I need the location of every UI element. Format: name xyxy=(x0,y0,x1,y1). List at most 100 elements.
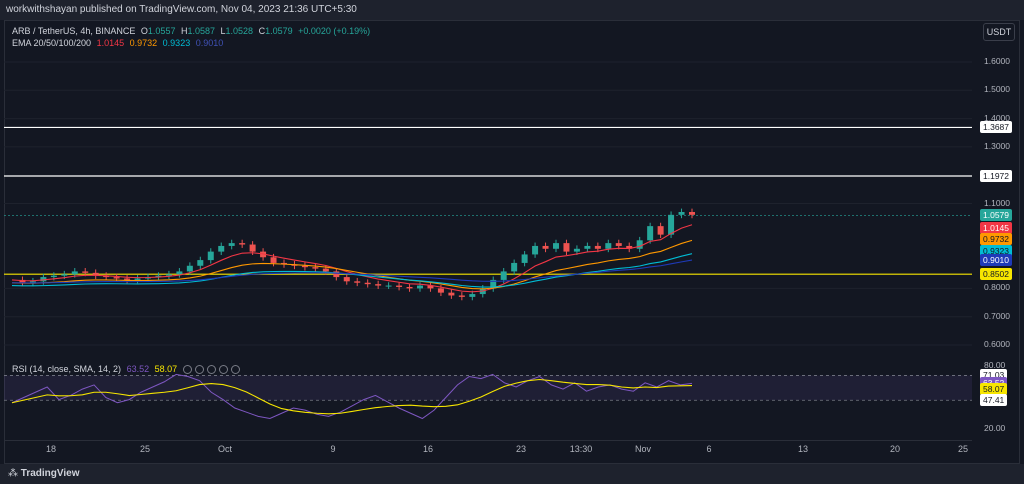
candle-body xyxy=(364,282,371,285)
price-tick-label: 1.4000 xyxy=(984,112,1010,123)
candle-body xyxy=(103,275,110,278)
candle-body xyxy=(490,279,497,289)
price-badge: 0.8502 xyxy=(980,268,1012,281)
ema20-value: 1.0145 xyxy=(96,38,125,48)
candle-body xyxy=(92,272,99,276)
price-tick-label: 0.8000 xyxy=(984,282,1010,293)
footer: ⁂ TradingView xyxy=(0,464,1024,484)
time-tick-label: 25 xyxy=(139,444,150,454)
candle-body xyxy=(239,243,246,245)
time-axis[interactable]: 18 25 Oct 9 16 23 13:30 Nov 6 13 20 25 xyxy=(4,440,972,457)
time-tick-label: 6 xyxy=(706,444,712,454)
tradingview-logo-icon[interactable]: ⁂ xyxy=(8,468,18,479)
candle-body xyxy=(605,243,612,249)
currency-button[interactable]: USDT xyxy=(983,23,1015,41)
ema200-value: 0.9010 xyxy=(195,38,224,48)
symbol-legend: ARB / TetherUS, 4h, BINANCE O1.0557 H1.0… xyxy=(12,26,370,36)
time-tick-label: 13:30 xyxy=(569,444,593,454)
candle-body xyxy=(176,271,183,275)
time-tick-label: 20 xyxy=(889,444,900,454)
time-tick-label: 18 xyxy=(45,444,56,454)
low-label: L xyxy=(220,26,226,36)
brand-name[interactable]: TradingView xyxy=(20,468,80,479)
rsi-legend: RSI (14, close, SMA, 14, 2) 63.52 58.07 xyxy=(12,364,240,375)
price-badge: 1.1972 xyxy=(980,169,1012,182)
rsi-badge: 47.41 xyxy=(980,394,1008,407)
close-label: C xyxy=(258,26,266,36)
candle-body xyxy=(40,277,47,282)
rsi-tick-label: 20.00 xyxy=(984,423,1006,433)
price-badge: 1.3687 xyxy=(980,121,1012,134)
candle-body xyxy=(124,278,131,280)
candle-body xyxy=(322,268,329,272)
candle-body xyxy=(71,271,78,275)
open-label: O xyxy=(140,26,148,36)
candle-body xyxy=(50,275,57,278)
candle-body xyxy=(626,245,633,249)
candle-body xyxy=(563,243,570,252)
candle-body xyxy=(437,288,444,293)
ema-label[interactable]: EMA 20/50/100/200 xyxy=(12,38,92,48)
price-tick-label: 1.6000 xyxy=(984,56,1010,66)
close-value: 1.0579 xyxy=(265,26,293,36)
candle-body xyxy=(385,285,392,287)
candle-body xyxy=(594,245,601,249)
candle-body xyxy=(500,271,507,280)
source-icon[interactable] xyxy=(206,365,216,375)
rsi-badge: 58.07 xyxy=(980,383,1008,396)
candle-body xyxy=(678,211,685,215)
time-tick-label: Nov xyxy=(634,444,651,454)
candle-body xyxy=(343,277,350,282)
ema50-value: 0.9732 xyxy=(129,38,158,48)
candle-body xyxy=(249,244,256,252)
candle-body xyxy=(207,251,214,261)
candle-body xyxy=(354,281,361,283)
open-value: 1.0557 xyxy=(147,26,176,36)
candle-body xyxy=(532,245,539,255)
candle-body xyxy=(333,271,340,278)
candle-body xyxy=(615,243,622,246)
price-tick-label: 1.5000 xyxy=(984,84,1010,95)
candle-body xyxy=(427,285,434,289)
time-tick-label: 13 xyxy=(797,444,808,454)
time-tick-label: 23 xyxy=(515,444,526,454)
candle-body xyxy=(448,292,455,296)
candle-body xyxy=(312,267,319,269)
symbol-title[interactable]: ARB / TetherUS, 4h, BINANCE xyxy=(12,26,136,36)
price-chart[interactable] xyxy=(4,44,972,354)
candle-body xyxy=(458,295,465,297)
ema20-line xyxy=(11,224,693,293)
publish-header: workwithshayan published on TradingView.… xyxy=(0,0,1024,20)
rsi-line xyxy=(11,373,693,420)
price-badge: 1.0145 xyxy=(980,221,1012,234)
candle-body xyxy=(417,285,423,289)
candle-body xyxy=(636,240,643,249)
time-tick-label: Oct xyxy=(217,444,232,454)
price-badge: 1.0579 xyxy=(980,209,1012,222)
publish-text: workwithshayan published on TradingView.… xyxy=(6,4,357,15)
candle-body xyxy=(396,285,403,287)
eye-icon[interactable] xyxy=(182,365,192,375)
candle-body xyxy=(218,245,225,252)
candle-body xyxy=(197,260,204,266)
time-tick-label: 9 xyxy=(330,444,336,454)
rsi-label[interactable]: RSI (14, close, SMA, 14, 2) xyxy=(12,364,122,374)
price-axis[interactable]: 1.6000 1.5000 1.4000 1.3000 1.1000 0.8000 0.70… xyxy=(974,44,1020,354)
ema200-line xyxy=(11,259,693,284)
candle-body xyxy=(573,248,580,252)
delete-icon[interactable] xyxy=(218,365,228,375)
candle-body xyxy=(647,226,654,241)
candle-body xyxy=(165,274,172,276)
candle-body xyxy=(657,226,664,235)
candle-body xyxy=(584,245,591,249)
rsi-value: 63.52 xyxy=(126,364,150,374)
settings-icon[interactable] xyxy=(194,365,204,375)
candle-body xyxy=(375,284,382,286)
more-icon[interactable] xyxy=(230,365,240,375)
chart-frame xyxy=(4,20,1020,464)
rsi-chart[interactable] xyxy=(4,360,972,436)
time-tick-label: 25 xyxy=(957,444,968,454)
candle-body xyxy=(19,279,26,283)
rsi-sma-line xyxy=(11,378,693,415)
